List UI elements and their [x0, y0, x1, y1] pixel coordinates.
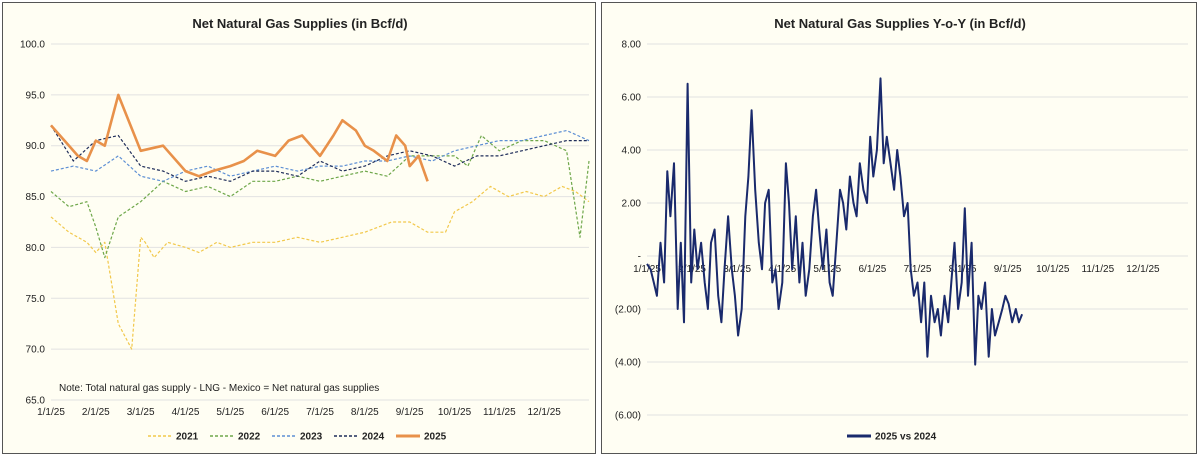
x-tick-label: 1/1/25: [37, 407, 65, 418]
x-tick-label: 10/1/25: [438, 407, 472, 418]
x-tick-label: 7/1/25: [904, 264, 932, 275]
x-tick-label: 12/1/25: [1126, 264, 1160, 275]
right-chart-panel: Net Natural Gas Supplies Y-o-Y (in Bcf/d…: [601, 2, 1197, 454]
y-tick-label: 2.00: [622, 199, 642, 210]
y-tick-label: 75.0: [26, 294, 46, 305]
y-tick-label: 95.0: [26, 90, 46, 101]
y-tick-label: 80.0: [26, 243, 46, 254]
series-line-2025-vs-2024: [646, 77, 1024, 366]
left-chart-title: Net Natural Gas Supplies (in Bcf/d): [192, 16, 407, 31]
y-tick-label: (2.00): [615, 305, 641, 316]
legend-label: 2025: [424, 432, 447, 443]
x-tick-label: 9/1/25: [396, 407, 424, 418]
series-line-2023: [50, 129, 590, 182]
series-line-2021: [50, 185, 590, 350]
y-tick-label: 4.00: [622, 146, 642, 157]
x-tick-label: 4/1/25: [172, 407, 200, 418]
series-line-2025: [50, 93, 429, 182]
series-line-2024: [50, 125, 589, 182]
x-tick-label: 9/1/25: [994, 264, 1022, 275]
y-tick-label: -: [638, 252, 641, 263]
left-chart-svg: Net Natural Gas Supplies (in Bcf/d) 100.…: [20, 16, 590, 443]
right-chart-svg: Net Natural Gas Supplies Y-o-Y (in Bcf/d…: [615, 16, 1188, 443]
x-tick-label: 2/1/25: [82, 407, 110, 418]
legend-label: 2025 vs 2024: [875, 432, 937, 443]
x-tick-label: 10/1/25: [1036, 264, 1070, 275]
legend-label: 2022: [238, 432, 261, 443]
y-tick-label: 65.0: [26, 396, 46, 407]
y-tick-label: (4.00): [615, 358, 641, 369]
x-tick-label: 1/1/25: [633, 264, 661, 275]
y-tick-label: 85.0: [26, 192, 46, 203]
left-chart-note: Note: Total natural gas supply - LNG - M…: [59, 383, 379, 394]
legend-label: 2023: [300, 432, 323, 443]
y-tick-label: 100.0: [20, 40, 45, 51]
x-tick-label: 3/1/25: [127, 407, 155, 418]
x-tick-label: 11/1/25: [483, 407, 516, 418]
x-tick-label: 5/1/25: [216, 407, 244, 418]
y-tick-label: 70.0: [26, 345, 46, 356]
x-tick-label: 8/1/25: [351, 407, 379, 418]
y-tick-label: 8.00: [622, 40, 642, 51]
x-tick-label: 3/1/25: [723, 264, 751, 275]
y-tick-label: (6.00): [615, 411, 641, 422]
x-tick-label: 11/1/25: [1082, 264, 1115, 275]
x-tick-label: 12/1/25: [527, 407, 561, 418]
legend-label: 2021: [176, 432, 199, 443]
y-tick-label: 6.00: [622, 93, 642, 104]
left-chart-panel: Net Natural Gas Supplies (in Bcf/d) 100.…: [2, 2, 596, 454]
right-chart-title: Net Natural Gas Supplies Y-o-Y (in Bcf/d…: [774, 16, 1026, 31]
x-tick-label: 6/1/25: [261, 407, 289, 418]
x-tick-label: 5/1/25: [813, 264, 841, 275]
legend-label: 2024: [362, 432, 385, 443]
x-tick-label: 7/1/25: [306, 407, 334, 418]
y-tick-label: 90.0: [26, 141, 46, 152]
x-tick-label: 6/1/25: [859, 264, 887, 275]
